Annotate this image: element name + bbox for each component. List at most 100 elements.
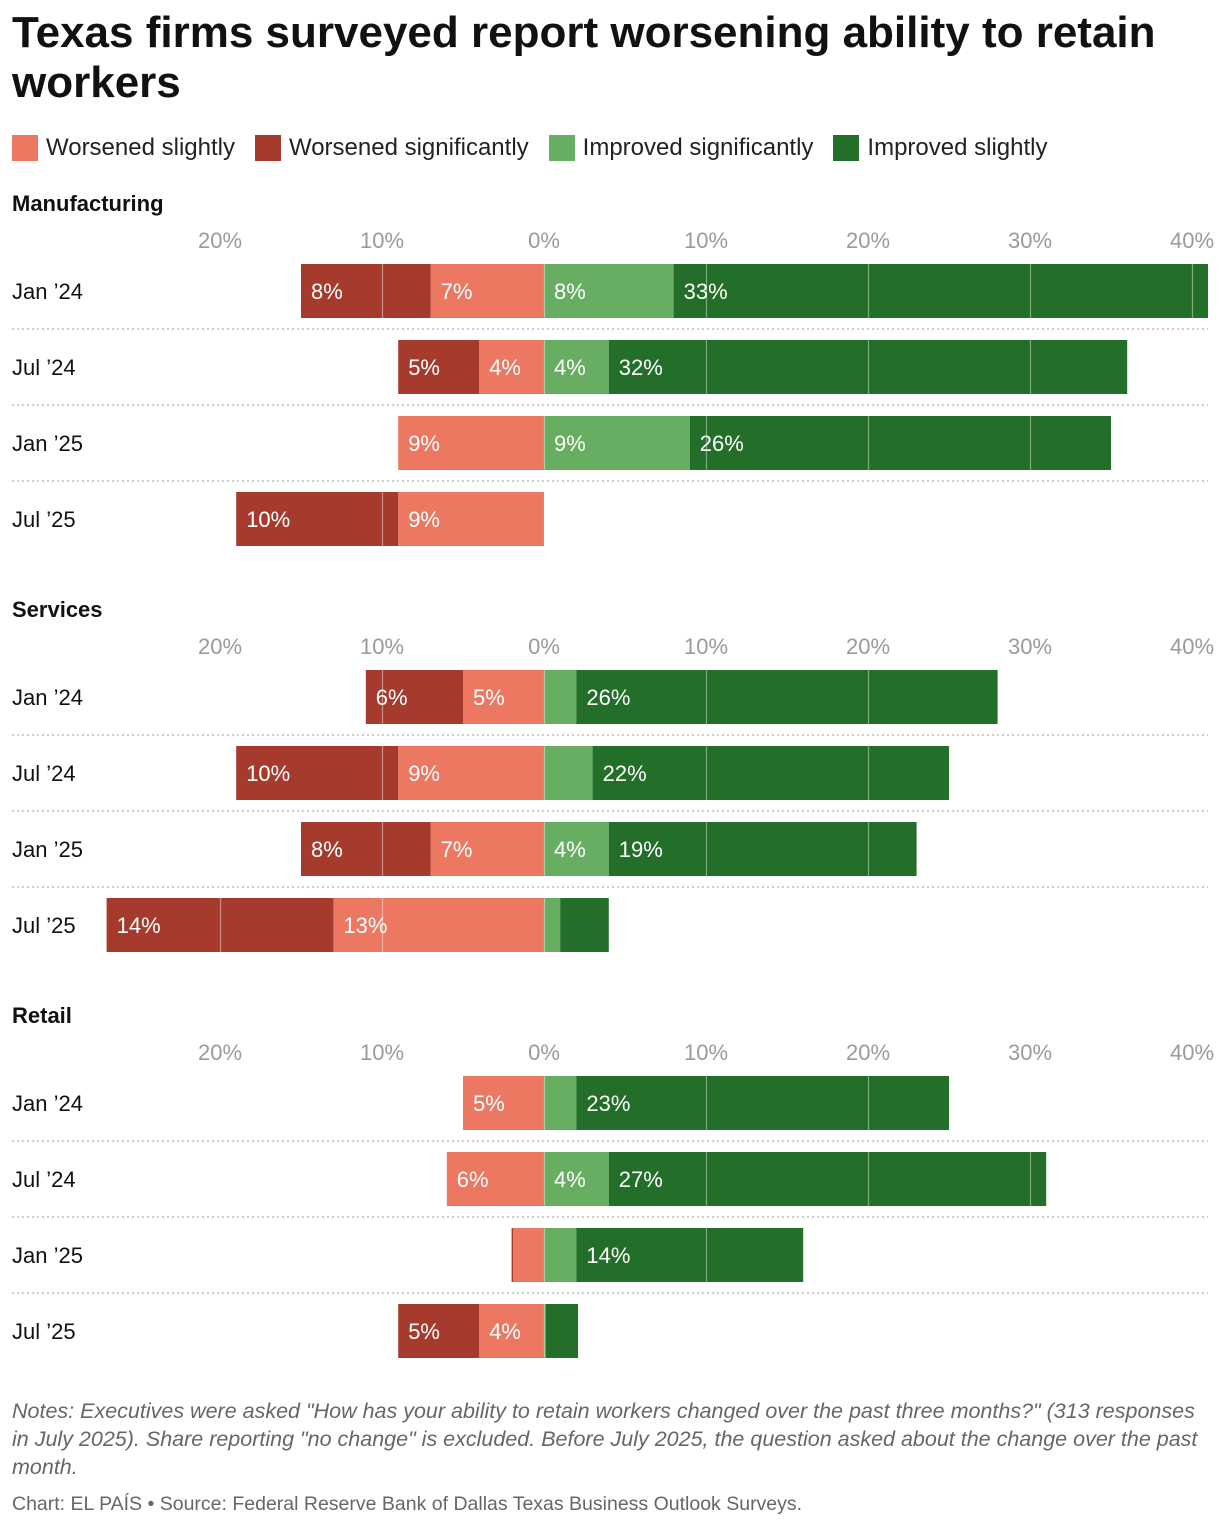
legend-label: Improved significantly [582, 134, 814, 161]
data-label: 5% [473, 685, 505, 710]
legend-label: Worsened significantly [288, 134, 529, 161]
data-label: 23% [586, 1091, 630, 1116]
bar-segment [430, 264, 544, 318]
legend-swatch [833, 135, 860, 161]
row-label: Jan ’25 [12, 431, 83, 456]
bar-segment [463, 1076, 544, 1130]
panel-title: Retail [12, 1003, 72, 1028]
axis-tick-label: 10% [684, 634, 728, 659]
bar-segment [398, 416, 544, 470]
data-label: 6% [457, 1167, 489, 1192]
panel-title: Services [12, 597, 103, 622]
row-label: Jul ’25 [12, 913, 76, 938]
legend-item: Worsened significantly [254, 134, 529, 162]
data-label: 9% [554, 431, 586, 456]
panel: Retail 20% 10% 0% 10% 20% 30% 40% Jan ’24 5% 23% Ju… [12, 1003, 1214, 1358]
bar-segment [608, 1152, 1047, 1206]
data-label: 14% [117, 913, 161, 938]
row-label: Jan ’24 [12, 1091, 83, 1116]
axis-tick-label: 10% [360, 634, 404, 659]
data-label: 5% [408, 1319, 440, 1344]
bar-segment [446, 1152, 544, 1206]
axis-tick-label: 10% [684, 228, 728, 253]
bar-row: Jul ’25 4% 5% [12, 1304, 1194, 1358]
bar-segment [513, 1228, 544, 1282]
row-label: Jul ’24 [12, 761, 76, 786]
bar-segment [463, 670, 544, 724]
chart-title: Texas firms surveyed report worsening ab… [12, 8, 1156, 107]
bar-row: Jul ’25 9% 10% [12, 492, 1194, 546]
axis-tick-label: 40% [1170, 1040, 1214, 1065]
axis-tick-label: 20% [198, 634, 242, 659]
bar-row: Jul ’24 9% 10% 22% [12, 746, 1208, 812]
panel: Services 20% 10% 0% 10% 20% 30% 40% Jan ’24 5% 6% 2… [12, 597, 1214, 952]
axis-tick-label: 10% [360, 228, 404, 253]
axis-tick-label: 10% [684, 1040, 728, 1065]
data-label: 5% [473, 1091, 505, 1116]
data-label: 6% [376, 685, 408, 710]
bar-segment [398, 492, 544, 546]
row-label: Jan ’25 [12, 1243, 83, 1268]
bar-segment [689, 416, 1111, 470]
axis-tick-label: 20% [198, 1040, 242, 1065]
axis-tick-label: 20% [198, 228, 242, 253]
legend-label: Improved slightly [867, 134, 1048, 161]
row-label: Jul ’24 [12, 355, 76, 380]
row-label: Jan ’24 [12, 685, 83, 710]
bar-segment [544, 746, 593, 800]
data-label: 8% [311, 279, 343, 304]
bar-segment [398, 340, 480, 394]
bar-row: Jul ’24 4% 5% 4% 32% [12, 340, 1208, 406]
panel: Manufacturing 20% 10% 0% 10% 20% 30% 40% Jan ’24… [12, 191, 1214, 546]
bar-segment [545, 1304, 579, 1358]
chart-notes: Notes: Executives were asked "How has yo… [12, 1399, 1198, 1479]
bar-segment [544, 898, 561, 952]
bar-segment [576, 1076, 949, 1130]
data-label: 7% [441, 279, 473, 304]
bar-segment [430, 822, 544, 876]
bar-segment [592, 746, 949, 800]
bar-segment [479, 340, 544, 394]
data-label: 5% [408, 355, 440, 380]
bar-row: Jul ’24 6% 4% 27% [12, 1152, 1208, 1218]
bar-segment [544, 1152, 609, 1206]
chart-credit: Chart: EL PAÍS • Source: Federal Reserve… [12, 1493, 803, 1515]
bar-row: Jan ’24 5% 6% 26% [12, 670, 1208, 736]
data-label: 9% [408, 507, 440, 532]
data-label: 26% [586, 685, 630, 710]
legend-item: Improved slightly [833, 134, 1048, 162]
bar-segment [576, 670, 998, 724]
data-label: 4% [554, 837, 586, 862]
data-label: 4% [554, 1167, 586, 1192]
data-label: 13% [343, 913, 387, 938]
bar-segment [236, 746, 399, 800]
bar-segment [544, 670, 577, 724]
row-label: Jul ’24 [12, 1167, 76, 1192]
bar-segment [560, 898, 609, 952]
legend-item: Improved significantly [548, 134, 814, 162]
bar-segment [544, 1076, 577, 1130]
data-label: 22% [603, 761, 647, 786]
row-label: Jan ’25 [12, 837, 83, 862]
bar-segment [608, 340, 1128, 394]
data-label: 10% [246, 761, 290, 786]
data-label: 8% [311, 837, 343, 862]
bar-segment [301, 264, 431, 318]
axis-tick-label: 20% [846, 228, 890, 253]
bar-segment [608, 822, 917, 876]
bar-row: Jul ’25 13% 14% [12, 898, 1194, 952]
legend-swatch [12, 135, 38, 161]
bar-segment [576, 1228, 804, 1282]
axis-tick-label: 30% [1008, 634, 1052, 659]
bar-segment [106, 898, 334, 952]
data-label: 14% [586, 1243, 630, 1268]
row-label: Jan ’24 [12, 279, 83, 304]
bar-row: Jan ’25 9% 9% 26% [12, 416, 1208, 482]
data-label: 4% [489, 355, 521, 380]
bar-segment [544, 264, 674, 318]
data-label: 7% [441, 837, 473, 862]
bar-segment [333, 898, 544, 952]
axis-tick-label: 10% [360, 1040, 404, 1065]
axis-tick-label: 20% [846, 634, 890, 659]
data-label: 32% [619, 355, 663, 380]
